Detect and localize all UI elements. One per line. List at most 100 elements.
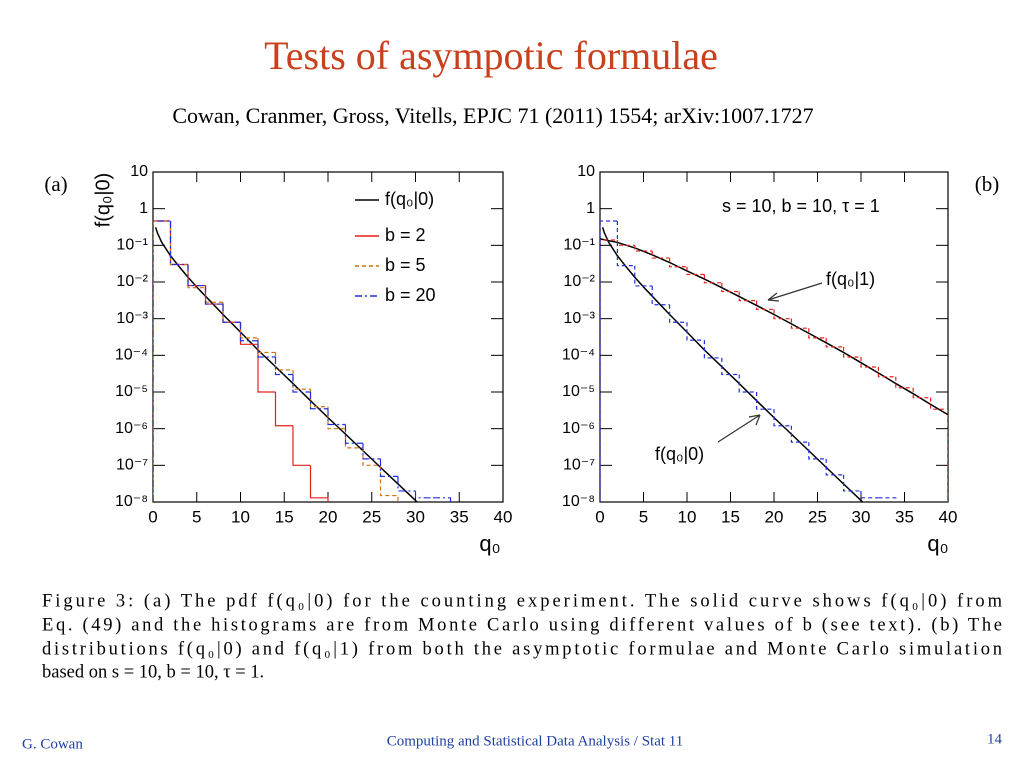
panel-label: (a) bbox=[44, 172, 67, 196]
legend-label: b = 5 bbox=[385, 255, 426, 275]
histogram-bin bbox=[169, 221, 188, 266]
histogram-bin bbox=[169, 221, 188, 266]
histogram-bin bbox=[860, 490, 879, 499]
histogram-bin bbox=[616, 239, 635, 246]
y-tick-label: 10⁻³ bbox=[116, 310, 148, 327]
histogram-bin bbox=[274, 392, 293, 427]
x-tick-label: 5 bbox=[192, 507, 201, 526]
x-tick-label: 15 bbox=[721, 507, 740, 526]
histogram-bin bbox=[634, 245, 653, 252]
y-tick-label: 10⁻⁴ bbox=[115, 347, 148, 364]
histogram-bin bbox=[397, 476, 416, 492]
histogram-bin bbox=[327, 408, 346, 426]
histogram-bin bbox=[773, 409, 792, 427]
histogram-bin bbox=[309, 465, 329, 502]
x-tick-label: 35 bbox=[450, 507, 469, 526]
histogram-bin bbox=[843, 346, 861, 358]
legend-label: b = 20 bbox=[385, 285, 436, 305]
plot-area bbox=[153, 220, 452, 502]
x-tick-label: 25 bbox=[808, 507, 827, 526]
y-tick-label: 10 bbox=[577, 163, 595, 180]
histogram-bin bbox=[362, 447, 381, 466]
histogram-bin bbox=[860, 357, 879, 368]
histogram-bin bbox=[414, 490, 433, 499]
histogram-bin bbox=[433, 497, 452, 502]
x-axis-label: q₀ bbox=[927, 531, 948, 556]
footer-course: Computing and Statistical Data Analysis … bbox=[387, 733, 684, 749]
histogram-bin bbox=[616, 221, 635, 267]
citation: Cowan, Cranmer, Gross, Vitells, EPJC 71 … bbox=[172, 103, 813, 128]
y-tick-label: 10⁻⁵ bbox=[562, 383, 595, 400]
x-tick-label: 30 bbox=[852, 507, 871, 526]
histogram-bin bbox=[895, 376, 914, 389]
histogram-bin bbox=[721, 357, 740, 376]
histogram-bin bbox=[756, 392, 774, 410]
x-tick-label: 35 bbox=[895, 507, 914, 526]
histogram-bin bbox=[222, 304, 241, 323]
histogram-bin bbox=[292, 425, 311, 466]
x-tick-label: 25 bbox=[362, 507, 381, 526]
histogram-bin bbox=[309, 392, 328, 410]
histogram-bin bbox=[634, 265, 653, 287]
x-tick-label: 40 bbox=[494, 507, 513, 526]
histogram-bin bbox=[292, 374, 311, 393]
histogram-bin bbox=[790, 318, 809, 329]
histogram-bin bbox=[773, 309, 792, 320]
histogram-bin bbox=[686, 266, 705, 276]
y-tick-label: 10⁻⁶ bbox=[115, 420, 148, 437]
histogram-bin bbox=[703, 340, 722, 359]
y-tick-label: 10⁻⁶ bbox=[562, 420, 595, 437]
x-tick-label: 10 bbox=[231, 507, 250, 526]
y-tick-label: 10⁻⁸ bbox=[115, 493, 148, 510]
histogram-bin bbox=[669, 258, 687, 268]
x-tick-label: 20 bbox=[319, 507, 338, 526]
histogram-bin bbox=[790, 425, 809, 443]
histogram-bin bbox=[669, 304, 687, 323]
arrow bbox=[717, 414, 761, 443]
x-tick-label: 5 bbox=[639, 507, 648, 526]
y-tick-label: 10 bbox=[130, 163, 148, 180]
x-tick-label: 0 bbox=[595, 507, 604, 526]
histogram-bin bbox=[274, 357, 293, 376]
curve-label: f(q₀|1) bbox=[826, 269, 875, 289]
histogram-bin bbox=[187, 264, 206, 287]
x-tick-label: 10 bbox=[678, 507, 697, 526]
curve bbox=[600, 238, 948, 416]
panel-label: (b) bbox=[975, 172, 1000, 196]
y-tick-label: 10⁻⁸ bbox=[562, 493, 595, 510]
histogram-bin bbox=[808, 442, 827, 460]
slide-title: Tests of asympotic formulae bbox=[264, 33, 718, 78]
histogram-bin bbox=[703, 274, 722, 284]
histogram-bin bbox=[825, 337, 844, 348]
y-tick-label: 10⁻¹ bbox=[563, 237, 595, 254]
histogram-bin bbox=[344, 428, 363, 449]
histogram-bin bbox=[309, 389, 328, 408]
y-tick-label: 10⁻² bbox=[116, 273, 148, 290]
y-tick-label: 1 bbox=[139, 200, 148, 217]
histogram-bin bbox=[239, 322, 258, 342]
caption-line: based on s = 10, b = 10, τ = 1. bbox=[42, 662, 264, 682]
arrow-head bbox=[748, 414, 761, 426]
annotation: s = 10, b = 10, τ = 1 bbox=[722, 196, 880, 216]
legend-label: b = 2 bbox=[385, 225, 426, 245]
caption-line: Figure 3: (a) The pdf f(q₀|0) for the co… bbox=[42, 591, 1003, 611]
curve-label: f(q₀|0) bbox=[655, 444, 704, 464]
y-tick-label: 1 bbox=[586, 200, 595, 217]
y-axis-label: f(q₀|0) bbox=[92, 173, 114, 228]
histogram-bin bbox=[825, 458, 844, 476]
histogram-bin bbox=[686, 322, 705, 341]
histogram-bin bbox=[362, 443, 381, 460]
histogram-bin bbox=[292, 369, 311, 390]
histogram-bin bbox=[153, 220, 171, 502]
y-tick-label: 10⁻⁷ bbox=[563, 457, 595, 474]
x-tick-label: 40 bbox=[939, 507, 958, 526]
y-tick-label: 10⁻⁴ bbox=[562, 347, 595, 364]
histogram-bin bbox=[878, 497, 897, 502]
arrow bbox=[767, 282, 823, 301]
histogram-bin bbox=[274, 352, 293, 371]
histogram-bin bbox=[257, 340, 276, 358]
histogram-bin bbox=[651, 285, 670, 306]
